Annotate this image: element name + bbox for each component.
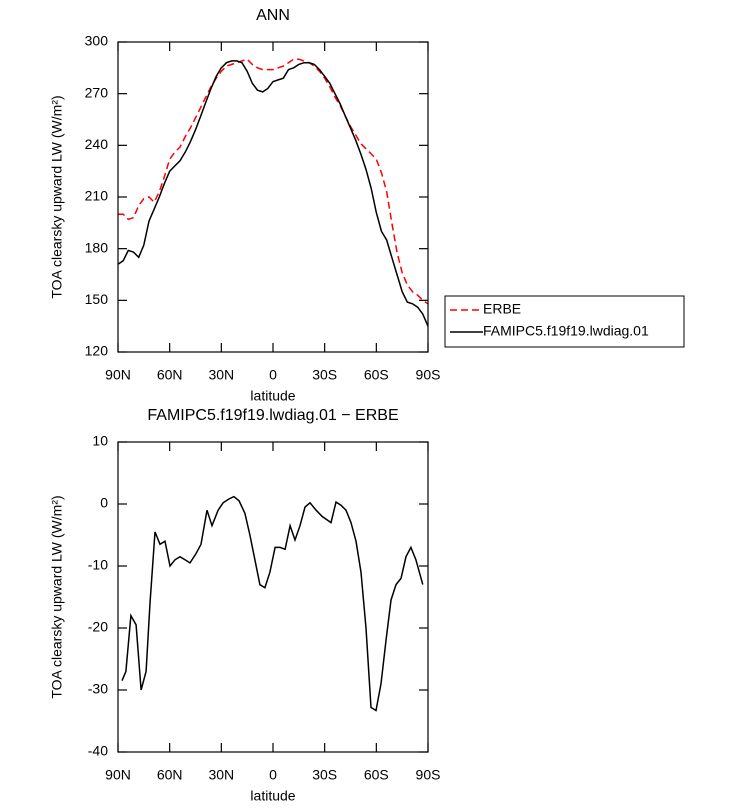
legend: ERBE FAMIPC5.f19f19.lwdiag.01 <box>444 295 685 348</box>
y-tick-label: 10 <box>92 433 108 449</box>
y-tick-label: 270 <box>85 84 109 100</box>
legend-label: FAMIPC5.f19f19.lwdiag.01 <box>483 323 649 339</box>
chart-title: ANN <box>256 7 290 24</box>
x-tick-label: 30N <box>208 367 234 383</box>
data-line <box>121 495 424 712</box>
y-tick-label: -10 <box>88 557 108 573</box>
y-tick-label: 120 <box>85 343 109 359</box>
plot-frame <box>117 41 429 353</box>
y-tick-label: 210 <box>85 188 109 204</box>
x-tick-label: 0 <box>269 367 277 383</box>
y-tick-label: 300 <box>85 33 109 49</box>
x-tick-label: 90S <box>416 367 441 383</box>
x-tick-label: 0 <box>269 767 277 783</box>
x-tick-label: 90N <box>105 767 131 783</box>
x-tick-label: 90S <box>416 767 441 783</box>
x-tick-label: 60S <box>364 367 389 383</box>
legend-label: ERBE <box>483 301 521 317</box>
x-tick-label: 30S <box>312 367 337 383</box>
y-tick-label: 150 <box>85 291 109 307</box>
x-tick-label: 30S <box>312 767 337 783</box>
y-tick-label: -30 <box>88 681 108 697</box>
y-tick-label: 180 <box>85 239 109 255</box>
data-line <box>118 58 429 305</box>
x-axis-label: latitude <box>250 388 295 404</box>
x-tick-label: 60N <box>157 767 183 783</box>
y-tick-label: 240 <box>85 136 109 152</box>
y-tick-label: -20 <box>88 619 108 635</box>
x-tick-label: 90N <box>105 367 131 383</box>
y-tick-label: -40 <box>88 743 108 759</box>
y-axis-label: TOA clearsky upward LW (W/m²) <box>49 495 65 698</box>
data-line <box>117 60 429 327</box>
x-axis-label: latitude <box>250 788 295 804</box>
x-tick-label: 60S <box>364 767 389 783</box>
legend-box <box>444 295 685 348</box>
y-axis-label: TOA clearsky upward LW (W/m²) <box>49 95 65 298</box>
plot-frame <box>117 441 429 753</box>
chart-title: FAMIPC5.f19f19.lwdiag.01 − ERBE <box>147 407 398 424</box>
x-tick-label: 60N <box>157 367 183 383</box>
y-tick-label: 0 <box>100 495 108 511</box>
x-tick-label: 30N <box>208 767 234 783</box>
